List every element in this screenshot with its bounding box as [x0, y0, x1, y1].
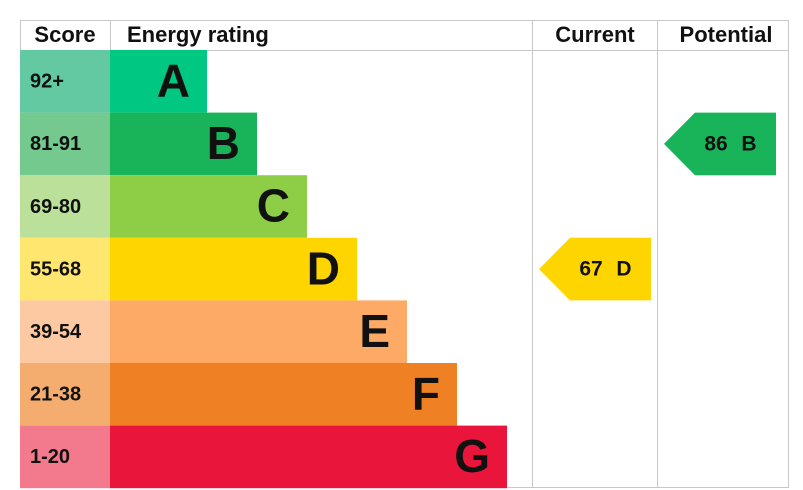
rating-letter: A	[157, 54, 190, 106]
rating-bar	[110, 175, 307, 238]
rating-letter: G	[454, 430, 490, 482]
current-value: 67	[579, 258, 602, 281]
rating-bar	[110, 50, 207, 113]
score-cell	[20, 112, 110, 176]
rating-bar	[110, 237, 357, 301]
header-rating: Energy rating	[127, 22, 269, 47]
header-current: Current	[555, 22, 635, 47]
potential-letter: B	[741, 132, 756, 155]
score-label: 55-68	[30, 258, 81, 280]
rating-letter: E	[359, 305, 390, 357]
rating-bar	[110, 112, 257, 176]
score-cell	[20, 50, 110, 113]
rating-bar	[110, 363, 457, 426]
rating-letter: C	[257, 180, 290, 232]
header-score: Score	[34, 22, 95, 47]
rating-letter: B	[207, 117, 240, 169]
potential-arrow	[664, 112, 776, 176]
score-label: 81-91	[30, 133, 81, 155]
score-label: 92+	[30, 71, 64, 93]
score-cell	[20, 425, 110, 489]
score-cell	[20, 300, 110, 363]
rating-bar	[110, 300, 407, 363]
score-cell	[20, 237, 110, 301]
current-letter: D	[616, 258, 631, 281]
score-label: 21-38	[30, 384, 81, 406]
header-potential: Potential	[680, 22, 773, 47]
rating-letter: D	[307, 242, 340, 294]
rating-bar	[110, 425, 507, 489]
current-arrow	[539, 237, 651, 301]
score-label: 39-54	[30, 321, 82, 343]
score-cell	[20, 363, 110, 426]
score-cell	[20, 175, 110, 238]
potential-value: 86	[704, 132, 727, 155]
score-label: 1-20	[30, 446, 70, 468]
score-label: 69-80	[30, 196, 81, 218]
rating-letter: F	[412, 367, 440, 419]
